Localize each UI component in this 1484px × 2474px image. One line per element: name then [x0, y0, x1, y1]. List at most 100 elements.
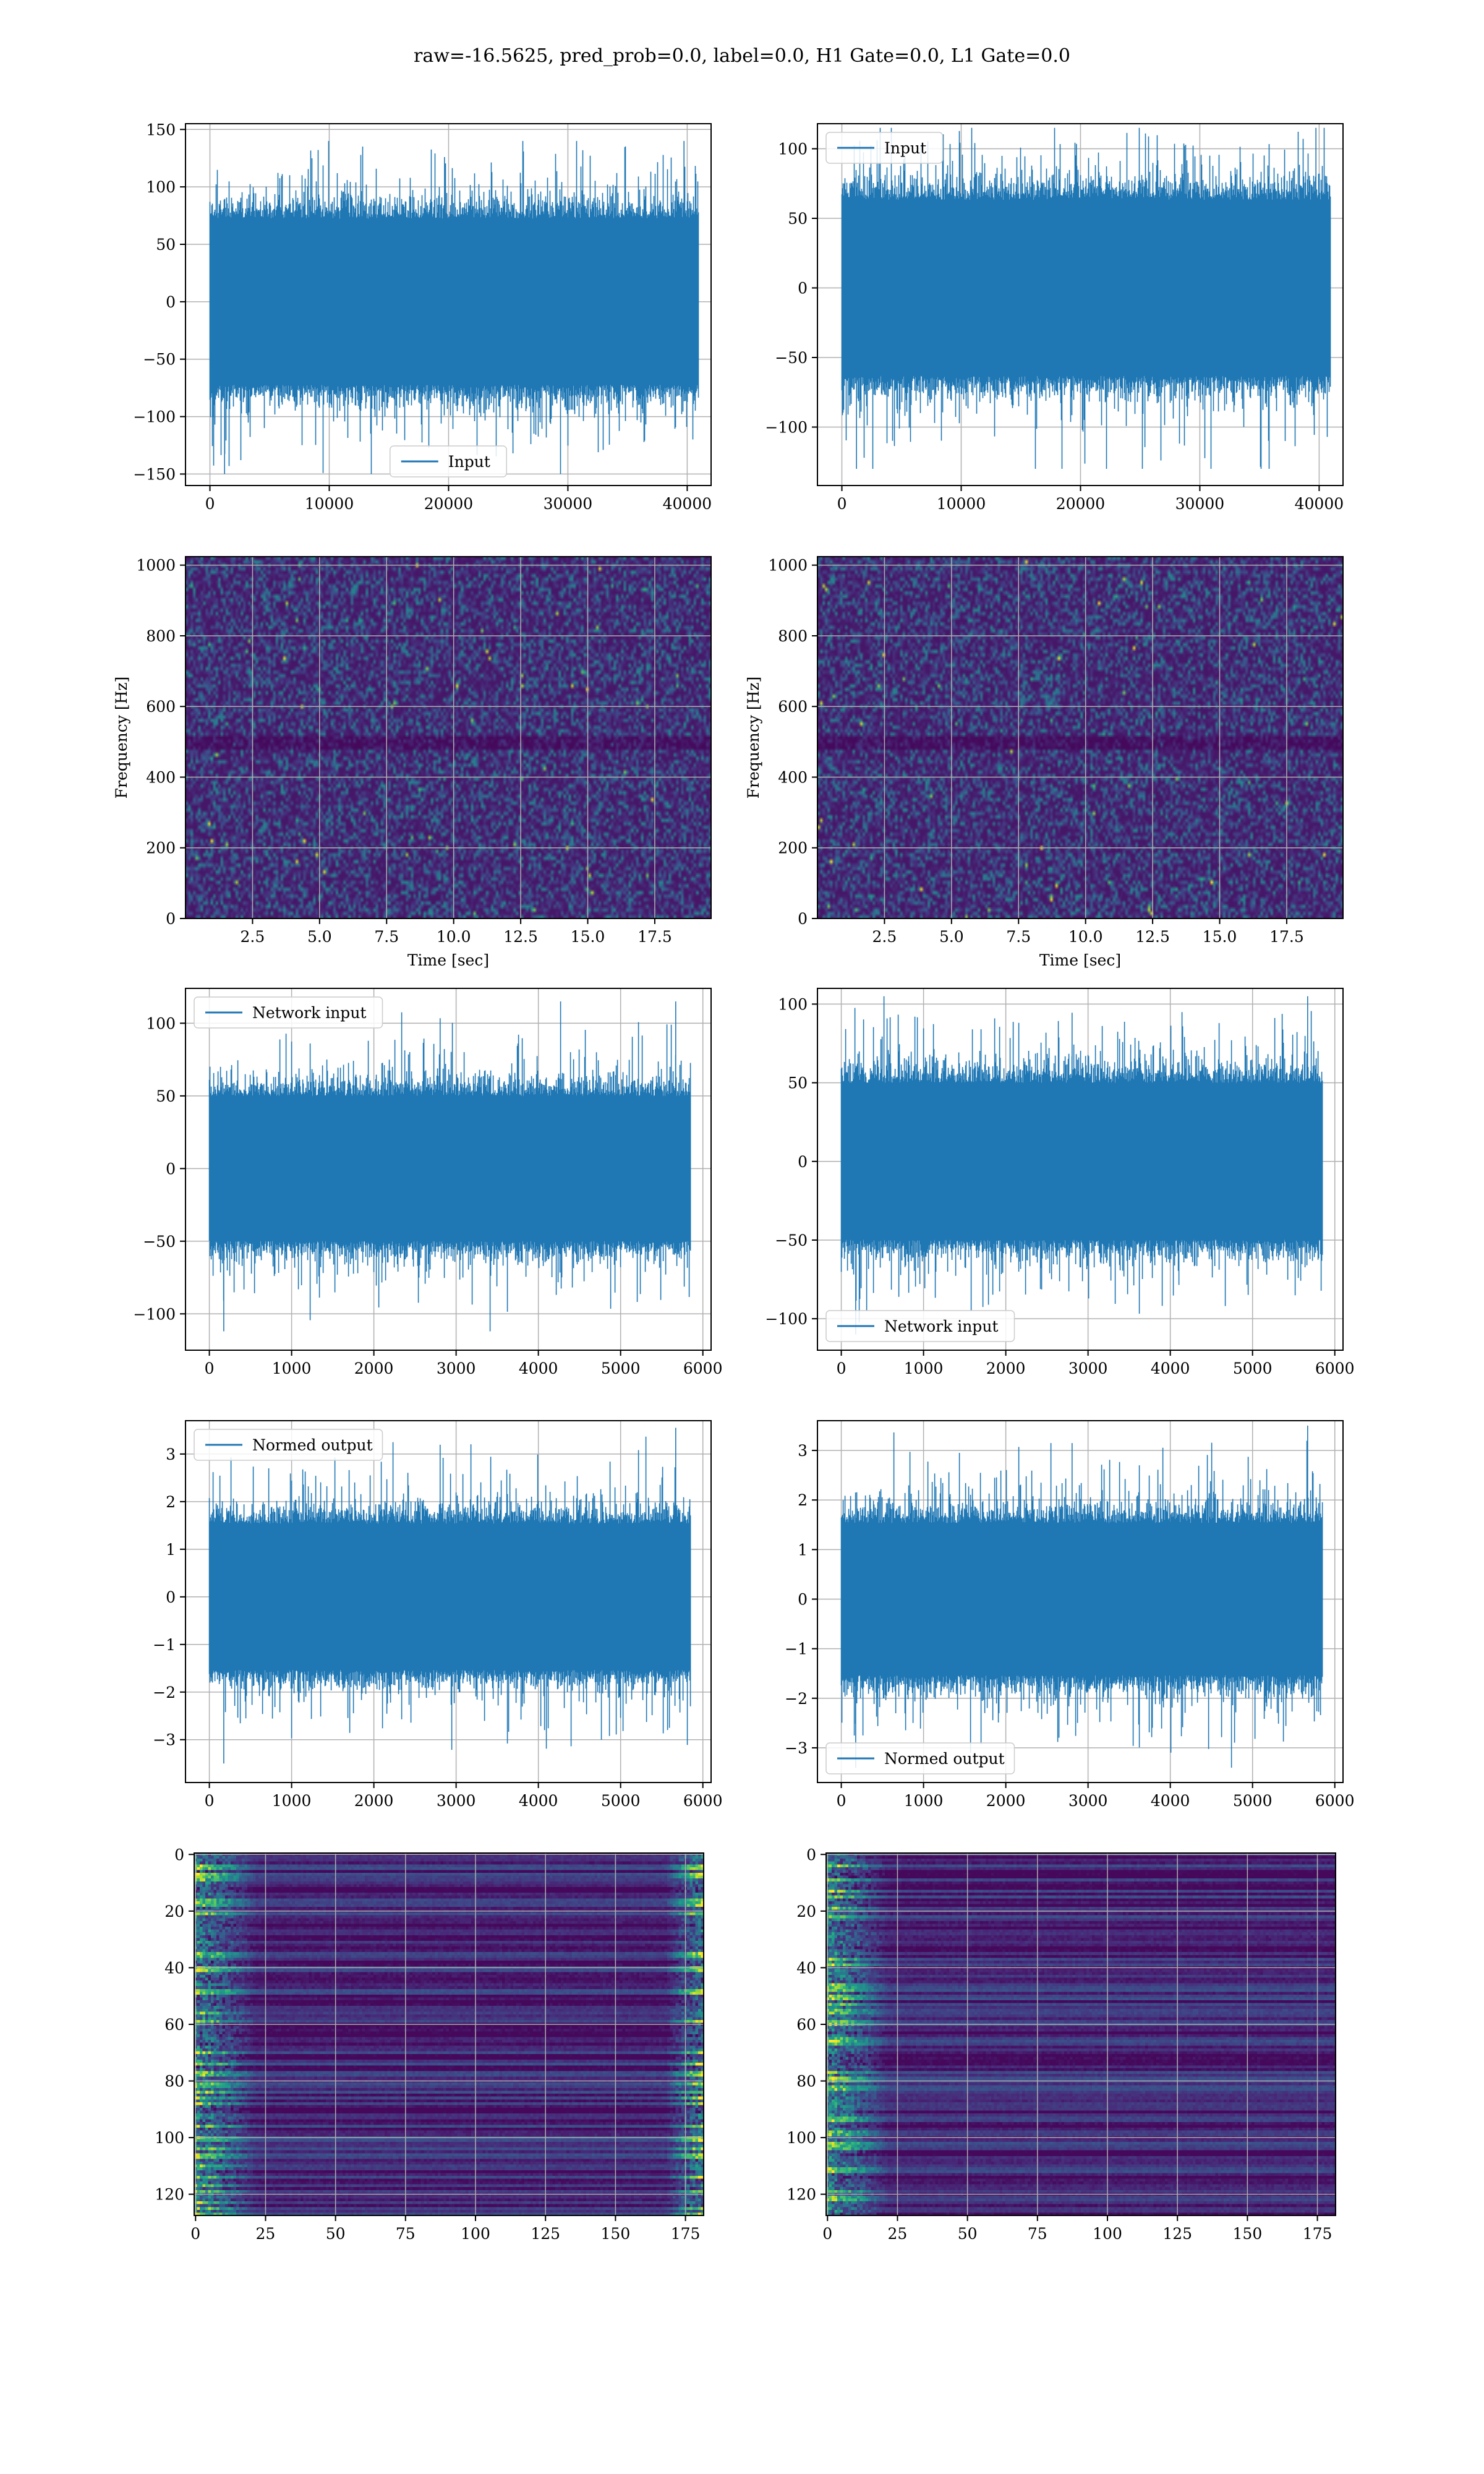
y-tick-label: 0 — [798, 910, 808, 928]
series-line — [208, 1427, 691, 1764]
y-tick-label: 1000 — [136, 557, 176, 575]
x-tick-label: 150 — [1233, 2225, 1263, 2243]
legend: Normed output — [194, 1429, 383, 1461]
x-tick-label: 20000 — [424, 495, 474, 513]
y-tick-label: −2 — [785, 1690, 808, 1708]
x-tick-label: 12.5 — [1135, 928, 1170, 946]
x-tick-label: 75 — [396, 2225, 416, 2243]
x-tick-label: 2.5 — [241, 928, 265, 946]
x-tick-label: 15.0 — [1203, 928, 1237, 946]
x-tick-label: 2000 — [354, 1792, 394, 1810]
x-tick-label: 4000 — [519, 1792, 558, 1810]
x-tick-label: 0 — [837, 495, 847, 513]
x-tick-label: 6000 — [1315, 1359, 1355, 1377]
y-tick-label: 50 — [156, 236, 176, 254]
legend: Normed output — [825, 1742, 1015, 1774]
chart-panel-h1-feature-map: 0 25 50 75 100 125 150 175 0 20 40 60 80 100 120 — [155, 1846, 704, 2243]
x-tick-label: 0 — [837, 1359, 846, 1377]
y-tick-label: 800 — [146, 627, 176, 645]
x-tick-label: 1000 — [272, 1792, 312, 1810]
figure-suptitle: raw=-16.5625, pred_prob=0.0, label=0.0, … — [414, 45, 1070, 67]
y-tick-label: −50 — [775, 1231, 808, 1249]
x-tick-label: 3000 — [1068, 1792, 1108, 1810]
y-tick-label: −1 — [153, 1636, 176, 1654]
x-tick-label: 1000 — [904, 1792, 944, 1810]
y-tick-label: −2 — [153, 1684, 176, 1701]
heatmap-image — [194, 1853, 704, 2215]
y-tick-label: 1 — [166, 1541, 176, 1559]
chart-panel-h1-normed-output: 0 1000 2000 3000 4000 5000 6000 −3 −2 −1 0 1 2 3 Norme… — [153, 1420, 723, 1810]
x-tick-label: 6000 — [683, 1792, 723, 1810]
y-tick-label: 40 — [796, 1959, 816, 1977]
x-tick-label: 17.5 — [638, 928, 672, 946]
x-tick-label: 10.0 — [437, 928, 471, 946]
y-tick-label: 0 — [166, 1160, 176, 1178]
y-tick-label: 60 — [796, 2016, 816, 2034]
legend-box — [194, 996, 383, 1029]
x-tick-label: 4000 — [519, 1359, 558, 1377]
axes-frame — [817, 556, 1344, 919]
y-tick-label: −50 — [143, 1233, 176, 1251]
y-tick-label: 0 — [806, 1846, 816, 1864]
x-tick-label: 5000 — [1233, 1792, 1273, 1810]
x-tick-label: 40000 — [1295, 495, 1344, 513]
x-tick-label: 10.0 — [1068, 928, 1103, 946]
x-tick-label: 6000 — [683, 1359, 723, 1377]
x-tick-label: 2000 — [986, 1359, 1026, 1377]
axes-frame — [817, 988, 1344, 1351]
legend-box — [194, 1429, 383, 1461]
y-tick-label: 1 — [798, 1541, 808, 1559]
legend: Input — [390, 445, 507, 477]
heatmap-image — [186, 557, 711, 918]
y-tick-label: 2 — [798, 1491, 808, 1509]
x-tick-label: 5000 — [601, 1792, 641, 1810]
chart-panel-l1-feature-map: 0 25 50 75 100 125 150 175 0 20 40 60 80 100 120 — [787, 1846, 1336, 2243]
y-tick-label: 3 — [166, 1445, 176, 1463]
y-tick-label: −1 — [785, 1640, 808, 1658]
panel-grid: 0 10000 20000 30000 40000−150−100−5005010015… — [113, 121, 1355, 2243]
y-tick-label: −50 — [143, 351, 176, 369]
legend: Network input — [825, 1310, 1015, 1342]
x-tick-label: 2000 — [354, 1359, 394, 1377]
x-tick-label: 40000 — [663, 495, 712, 513]
series-line — [208, 1001, 691, 1332]
y-tick-label: 600 — [778, 698, 808, 716]
x-tick-label: 175 — [1303, 2225, 1333, 2243]
axes-frame — [185, 556, 712, 919]
y-tick-label: −50 — [775, 349, 808, 367]
axes-frame — [817, 1420, 1344, 1783]
x-tick-label: 2000 — [986, 1792, 1026, 1810]
y-tick-label: 0 — [798, 1590, 808, 1608]
legend-box — [825, 1310, 1015, 1342]
x-tick-label: 125 — [1162, 2225, 1192, 2243]
axes-frame — [825, 1852, 1336, 2216]
y-tick-label: −100 — [765, 1310, 808, 1328]
x-tick-label: 12.5 — [503, 928, 538, 946]
axes-frame — [185, 988, 712, 1351]
x-tick-label: 3000 — [437, 1792, 476, 1810]
x-tick-label: 1000 — [904, 1359, 944, 1377]
x-tick-label: 50 — [958, 2225, 978, 2243]
axes-frame — [817, 123, 1344, 486]
series-line — [209, 140, 699, 474]
heatmap-image — [817, 557, 1343, 918]
x-tick-label: 3000 — [1068, 1359, 1108, 1377]
x-tick-label: 5.0 — [939, 928, 964, 946]
legend-box — [825, 132, 944, 164]
x-tick-label: 0 — [190, 2225, 200, 2243]
chart-panel-h1-spectrogram: 2.5 5.0 7.5 10.0 12.5 15.0 17.5 0 200 400 600 800 10… — [113, 556, 712, 969]
y-tick-label: 50 — [788, 1074, 808, 1092]
x-tick-label: 7.5 — [1006, 928, 1031, 946]
y-tick-label: 800 — [778, 627, 808, 645]
legend-label: Normed output — [252, 1436, 373, 1454]
x-tick-label: 125 — [531, 2225, 560, 2243]
x-tick-label: 5000 — [1233, 1359, 1273, 1377]
y-tick-label: 0 — [798, 280, 808, 297]
x-axis-label: Time [sec] — [1039, 951, 1121, 969]
x-tick-label: 175 — [671, 2225, 701, 2243]
y-tick-label: 3 — [798, 1442, 808, 1460]
x-tick-label: 75 — [1028, 2225, 1047, 2243]
y-tick-label: 0 — [798, 1153, 808, 1171]
series-line — [840, 1426, 1323, 1768]
x-tick-label: 0 — [205, 1359, 215, 1377]
